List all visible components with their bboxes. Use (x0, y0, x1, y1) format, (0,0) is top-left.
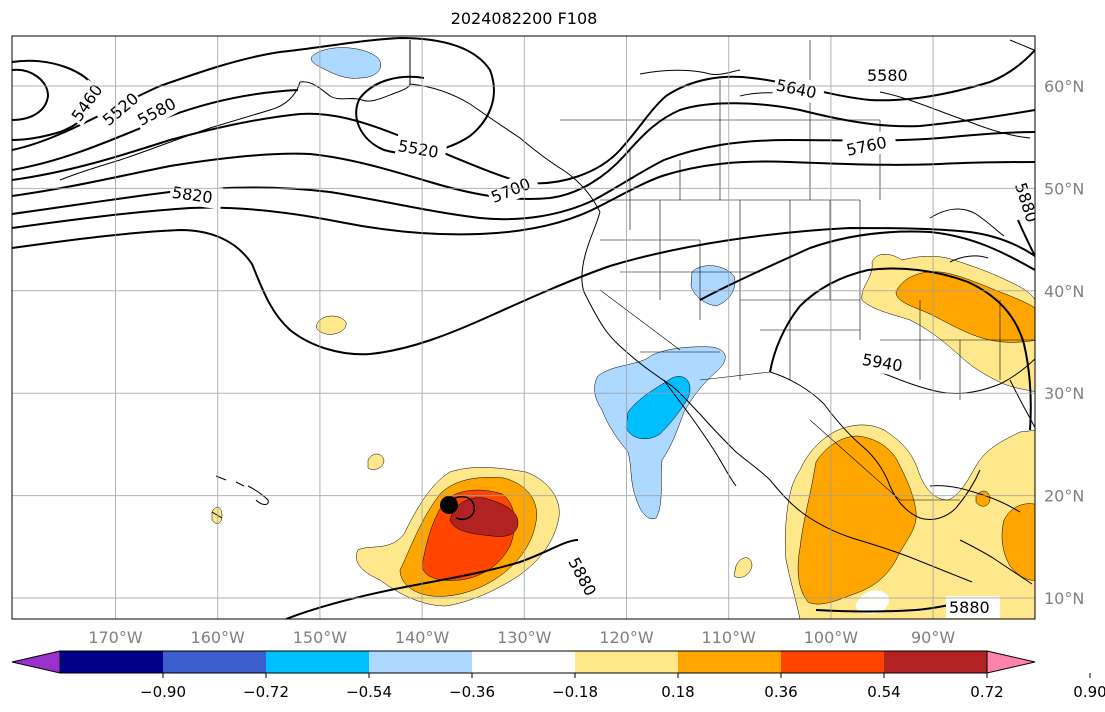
longitude-labels: 170°W 160°W 150°W 140°W 130°W 120°W 110°W 100°W… (88, 628, 955, 647)
latitude-labels: 10°N 20°N 30°N 40°N 50°N 60°N (1044, 77, 1084, 608)
longitude-label: 100°W (804, 628, 859, 647)
neg-anomaly-rockies (690, 265, 736, 307)
pos-anomaly-small-2 (367, 453, 385, 470)
latitude-label: 30°N (1044, 384, 1084, 403)
colorbar-segment (266, 651, 370, 673)
political-borders (560, 40, 1035, 501)
colorbar-segment (472, 651, 576, 673)
longitude-label: 170°W (88, 628, 143, 647)
colorbar-label: −0.90 (140, 683, 186, 701)
latitude-label: 50°N (1044, 179, 1084, 198)
pos-anomaly-small-4 (733, 557, 753, 578)
colorbar-label: −0.18 (552, 683, 598, 701)
latitude-label: 40°N (1044, 282, 1084, 301)
colorbar-label: 0.36 (764, 683, 797, 701)
colorbar-segment (781, 651, 885, 673)
longitude-label: 120°W (599, 628, 654, 647)
latitude-label: 10°N (1044, 589, 1084, 608)
longitude-label: 90°W (911, 628, 955, 647)
colorbar-label: −0.72 (243, 683, 289, 701)
longitude-label: 130°W (497, 628, 552, 647)
contour-label-5880-southeast: 5880 (949, 598, 990, 617)
colorbar-segment (60, 651, 164, 673)
neg-anomaly-baja-core (625, 376, 691, 440)
coastlines (59, 39, 1035, 585)
latitude-label: 60°N (1044, 77, 1084, 96)
colorbar-segment (575, 651, 679, 673)
colorbar-segment (884, 651, 988, 673)
no-anomaly-hole (855, 590, 889, 614)
longitude-label: 110°W (702, 628, 757, 647)
colorbar-label: 0.72 (970, 683, 1003, 701)
colorbar: −0.90 −0.72 −0.54 −0.36 −0.18 0.18 0.36 0.54 0.7… (11, 650, 1105, 701)
longitude-label: 150°W (293, 628, 348, 647)
colorbar-frame (59, 650, 988, 674)
longitude-label: 140°W (395, 628, 450, 647)
colorbar-extend-low (11, 650, 61, 674)
colorbar-segment (163, 651, 267, 673)
colorbar-label: 0.54 (867, 683, 900, 701)
latitude-label: 20°N (1044, 487, 1084, 506)
contour-label-5580-east: 5580 (867, 66, 908, 85)
graticule (12, 36, 1035, 619)
pos-anomaly-caribbean (1001, 503, 1035, 581)
map-title: 2024082200 F108 (450, 9, 598, 28)
pos-anomaly-small-1 (316, 315, 347, 335)
colorbar-segment (369, 651, 473, 673)
colorbar-label: 0.90 (1073, 683, 1105, 701)
colorbar-label: −0.54 (346, 683, 392, 701)
neg-anomaly-alaska (310, 47, 382, 79)
colorbar-segment (678, 651, 782, 673)
colorbar-extend-high (986, 650, 1036, 674)
pos-anomaly-gulf (975, 490, 991, 507)
map-frame (11, 35, 1036, 620)
hurricane-marker (440, 495, 475, 520)
colorbar-label: −0.36 (449, 683, 495, 701)
colorbar-label: 0.18 (661, 683, 694, 701)
anomaly-shading (211, 47, 1035, 619)
longitude-label: 160°W (191, 628, 246, 647)
